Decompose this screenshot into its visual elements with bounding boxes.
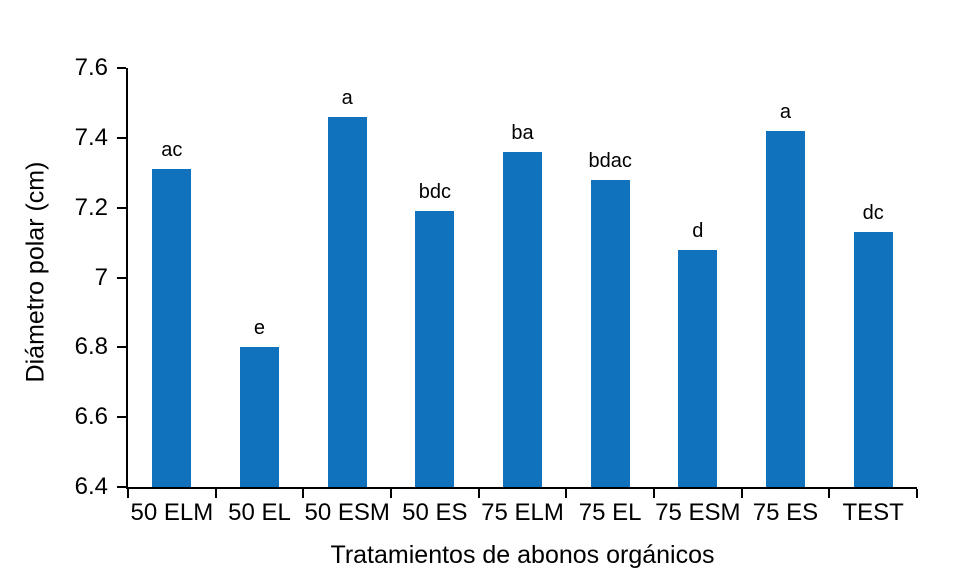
x-axis-title: Tratamientos de abonos orgánicos [330,541,715,569]
bar-significance-label: a [341,86,353,109]
x-category-label: 75 ELM [481,499,564,526]
y-tick-label: 7.4 [74,123,108,151]
bar-significance-label: d [692,219,704,242]
x-tick-mark [214,489,217,498]
x-category-label: 75 EL [578,499,642,526]
x-tick-mark [828,489,831,498]
y-tick-mark [117,67,126,69]
x-tick-mark [565,489,568,498]
y-tick-label: 7.2 [74,193,108,221]
y-tick-label: 6.6 [74,403,108,431]
y-tick-mark [117,416,126,419]
bar-50-es [415,211,455,487]
bar-test [853,232,893,487]
x-category-label: 50 ES [402,499,468,526]
x-category-label: 50 ELM [130,499,214,526]
y-tick-mark [117,486,126,488]
y-tick-mark [117,136,126,139]
bar-significance-label: bdc [418,181,451,204]
x-tick-mark [916,489,918,498]
x-tick-mark [477,489,480,498]
x-tick-mark [653,489,655,498]
y-tick-mark [117,276,126,279]
bar-significance-label: a [779,100,792,123]
x-tick-mark [127,489,129,498]
y-tick-label: 6.4 [74,473,108,500]
plot-area: 7.6 7.4 7.2 7 6.8 6.6 6.4 ac 50 ELM e 50 EL a 50 ESM… [75,55,918,526]
y-tick-label: 7 [94,263,108,291]
bar-significance-label: ac [161,139,183,162]
bar-75-es [766,130,805,487]
y-tick-label: 7.6 [74,54,108,81]
bar-significance-label: ba [511,121,534,144]
x-category-label: 50 ESM [304,499,390,526]
x-tick-mark [302,489,305,498]
x-category-label: 50 EL [228,499,291,526]
x-category-label: TEST [842,499,904,526]
bar-50-elm [152,169,192,487]
y-tick-mark [117,206,126,209]
bar-50-esm [327,116,367,487]
x-tick-mark [740,489,743,498]
x-category-label: 75 ESM [655,499,741,526]
bar-significance-label: e [253,317,266,340]
y-tick-mark [117,346,126,349]
bar-75-esm [678,249,718,487]
bar-significance-label: bdac [588,149,632,172]
x-tick-mark [390,489,392,498]
bar-75-el [590,179,630,487]
bar-50-el [240,347,279,487]
x-axis-line [126,487,917,489]
x-category-label: 75 ES [752,499,819,526]
y-tick-label: 6.8 [74,333,108,361]
y-axis-line [126,68,128,489]
bar-75-elm [503,151,542,487]
bar-significance-label: dc [862,202,884,225]
